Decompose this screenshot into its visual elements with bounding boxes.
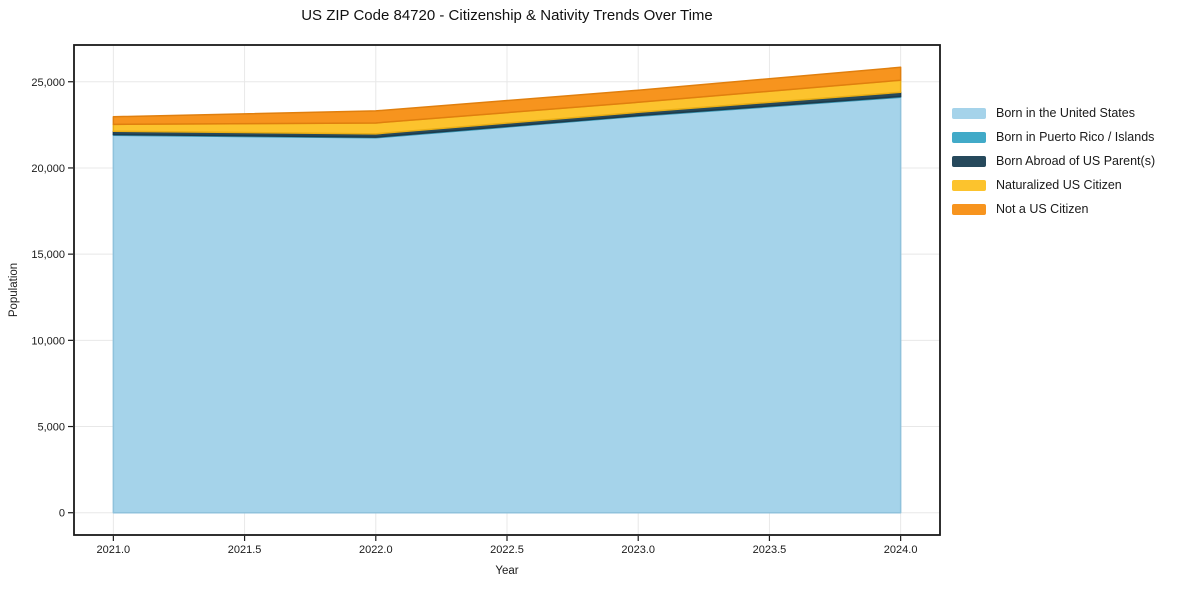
legend-label: Naturalized US Citizen — [996, 178, 1122, 192]
y-tick-label: 10,000 — [31, 335, 65, 347]
x-tick-label: 2022.5 — [490, 544, 524, 556]
legend-swatch — [952, 203, 986, 215]
legend-item: Naturalized US Citizen — [952, 173, 1155, 197]
x-tick-label: 2024.0 — [884, 544, 918, 556]
legend-item: Born Abroad of US Parent(s) — [952, 149, 1155, 173]
y-tick-label: 5,000 — [37, 422, 65, 434]
area-series-4 — [112, 66, 902, 126]
legend-item: Not a US Citizen — [952, 197, 1155, 221]
legend-swatch — [952, 131, 986, 143]
legend-label: Not a US Citizen — [996, 202, 1089, 216]
y-tick-label: 25,000 — [31, 77, 65, 89]
legend-label: Born in the United States — [996, 106, 1135, 120]
legend-swatch — [952, 107, 986, 119]
legend-swatch — [952, 155, 986, 167]
x-tick-label: 2022.0 — [359, 544, 393, 556]
legend: Born in the United States Born in Puerto … — [952, 101, 1155, 221]
legend-item: Born in Puerto Rico / Islands — [952, 125, 1155, 149]
y-tick-label: 20,000 — [31, 163, 65, 175]
legend-swatch — [952, 179, 986, 191]
x-tick-label: 2023.5 — [753, 544, 787, 556]
y-axis-label: Population — [8, 262, 20, 318]
legend-label: Born Abroad of US Parent(s) — [996, 154, 1156, 168]
chart-title: US ZIP Code 84720 - Citizenship & Nativi… — [301, 7, 713, 24]
area-series-0 — [112, 96, 902, 514]
x-axis-label: Year — [495, 565, 519, 577]
axis-ticks: 2021.0 2021.5 2022.0 2022.5 2023.0 2023.5 2024… — [31, 77, 917, 556]
y-tick-label: 0 — [59, 508, 65, 520]
x-tick-label: 2021.0 — [97, 544, 131, 556]
x-tick-label: 2021.5 — [228, 544, 262, 556]
x-tick-label: 2023.0 — [621, 544, 655, 556]
legend-label: Born in Puerto Rico / Islands — [996, 130, 1155, 144]
legend-item: Born in the United States — [952, 101, 1155, 125]
plot-frame — [73, 44, 941, 536]
y-tick-label: 15,000 — [31, 249, 65, 261]
